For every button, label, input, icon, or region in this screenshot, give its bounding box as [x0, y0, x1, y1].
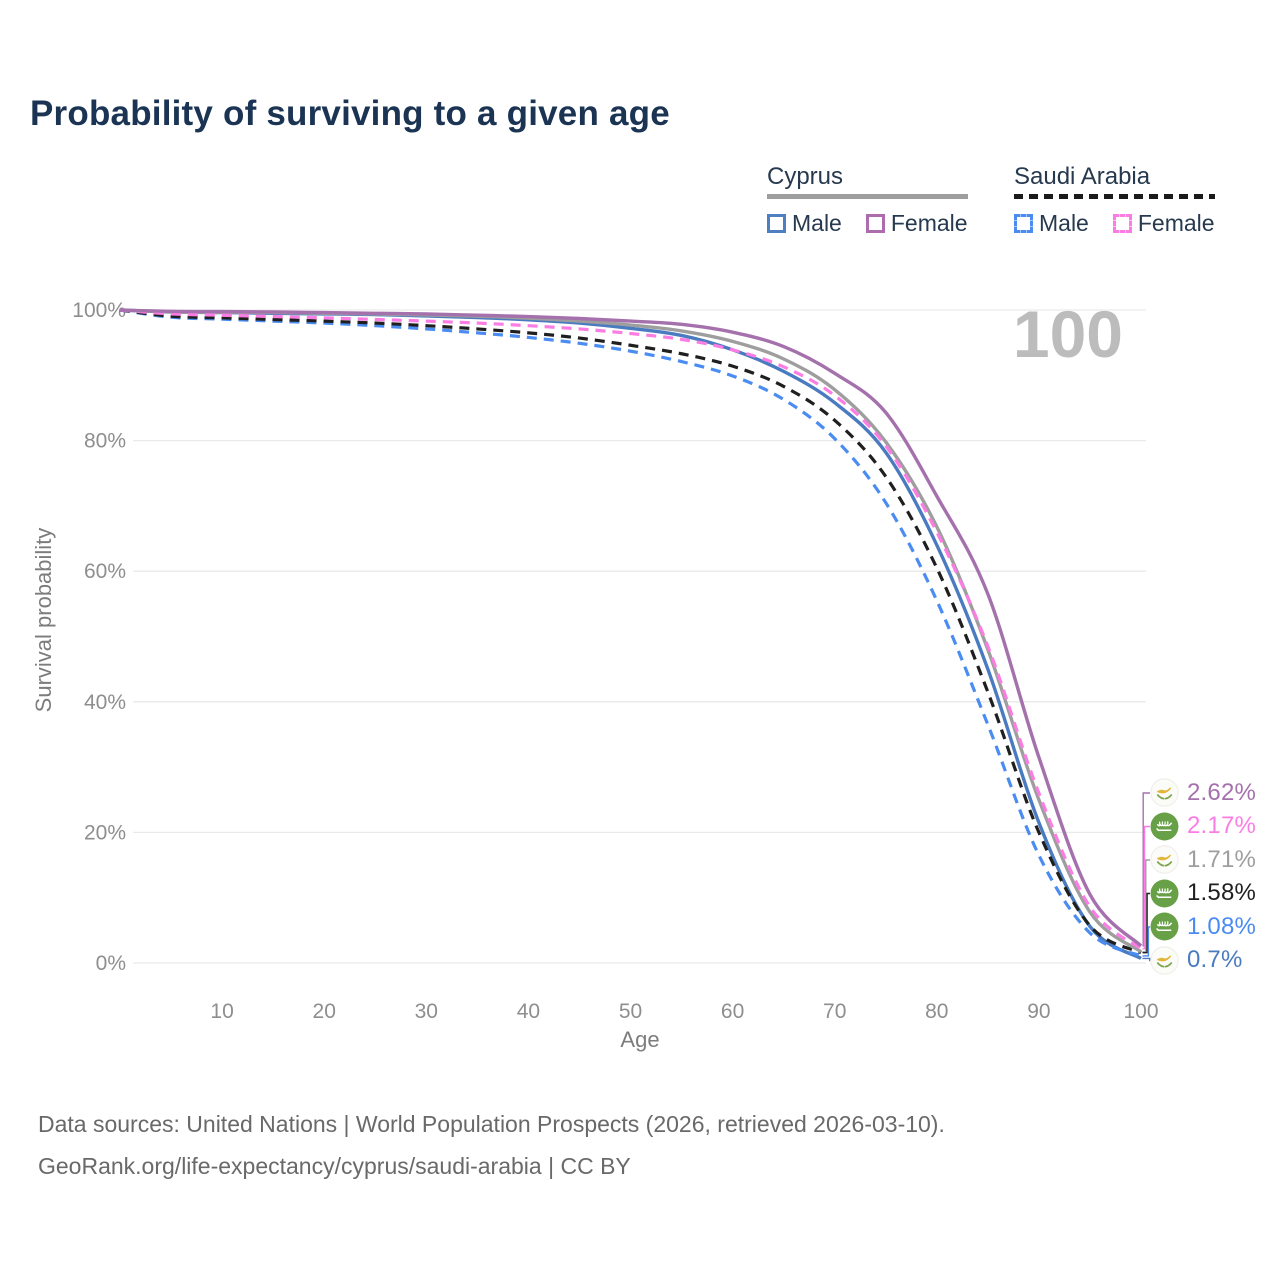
legend-underline-saudi-arabia [1014, 194, 1215, 199]
end-label-connector-cyprus-male [1142, 957, 1151, 962]
legend-group-title-saudi-arabia[interactable]: Saudi Arabia [1014, 163, 1151, 190]
legend-item-saudi-female[interactable]: Female [1112, 210, 1215, 237]
x-tick-label: 10 [210, 1000, 233, 1023]
legend-item-cyprus-male[interactable]: Male [767, 210, 842, 237]
x-tick-label: 20 [313, 1000, 336, 1023]
legend-group-cyprus: Cyprus Male Female [767, 163, 968, 237]
footer-sources: Data sources: United Nations | World Pop… [38, 1111, 945, 1137]
y-tick-label: 40% [84, 691, 126, 714]
legend-item-saudi-male[interactable]: Male [1014, 210, 1089, 237]
y-tick-label: 20% [84, 821, 126, 844]
end-label-connector-cyprus-female [1142, 792, 1150, 947]
legend-item-label: Female [1137, 210, 1215, 236]
legend-item-label: Male [792, 210, 842, 236]
footer: Data sources: United Nations | World Pop… [38, 1104, 945, 1188]
end-label-connector-saudi-arabia-total [1142, 892, 1150, 954]
x-tick-label: 100 [1123, 1000, 1158, 1023]
y-tick-label: 0% [96, 952, 126, 975]
y-tick-label: 60% [84, 560, 126, 583]
legend-item-label: Female [890, 210, 968, 236]
x-tick-label: 40 [517, 1000, 540, 1023]
legend-swatch-saudi-male [1014, 214, 1033, 233]
survival-curve-saudi-arabia-female [119, 308, 1143, 951]
legend-item-cyprus-female[interactable]: Female [865, 210, 968, 237]
end-label-connector-saudi-arabia-male [1142, 926, 1150, 957]
legend-underline-cyprus [767, 194, 968, 199]
age-frame-watermark: 100 [1012, 297, 1123, 371]
survival-curve-cyprus-total [119, 308, 1143, 954]
x-tick-label: 90 [1027, 1000, 1050, 1023]
y-tick-label: 100% [72, 299, 126, 322]
legend-group-title-cyprus[interactable]: Cyprus [767, 163, 844, 190]
survival-curve-cyprus-male [119, 308, 1142, 960]
legend-swatch-cyprus-male [767, 214, 786, 233]
y-axis-title: Survival probability [31, 527, 56, 713]
y-tick-label: 80% [84, 430, 126, 453]
x-axis-title: Age [620, 1027, 660, 1052]
survival-curve-saudi-arabia-total [119, 308, 1142, 955]
x-tick-label: 30 [415, 1000, 438, 1023]
footer-url: GeoRank.org/life-expectancy/cyprus/saudi… [38, 1152, 631, 1179]
survival-curve-saudi-arabia-male [119, 308, 1142, 958]
x-tick-label: 70 [823, 1000, 846, 1023]
x-tick-label: 50 [619, 1000, 642, 1023]
end-label-connector-cyprus-total [1142, 859, 1150, 953]
x-tick-label: 80 [925, 1000, 948, 1023]
legend-swatch-cyprus-female [865, 214, 885, 233]
survival-curve-cyprus-female [119, 308, 1143, 948]
legend-item-label: Male [1039, 210, 1089, 236]
legend-group-saudi-arabia: Saudi Arabia Male Female [1014, 163, 1215, 237]
end-label-connector-saudi-arabia-female [1142, 825, 1150, 950]
chart-title: Probability of surviving to a given age [30, 94, 670, 133]
legend-swatch-saudi-female [1112, 214, 1132, 233]
x-tick-label: 60 [721, 1000, 744, 1023]
